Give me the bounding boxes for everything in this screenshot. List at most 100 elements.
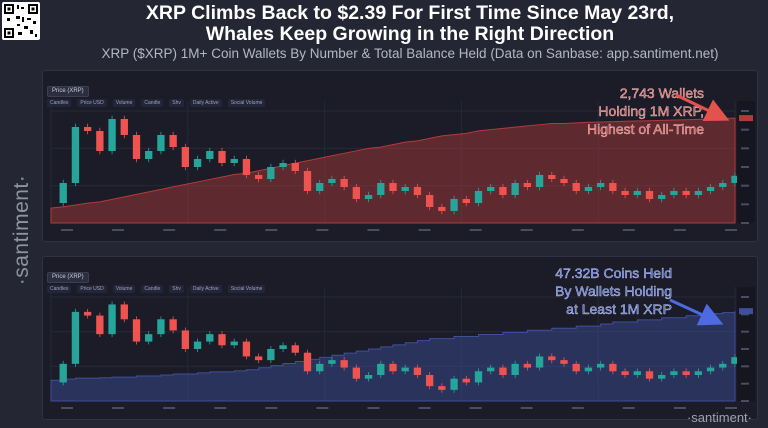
x-axis-tick [367, 229, 380, 231]
x-axis-tick [112, 407, 125, 409]
toolbar-item[interactable]: Candles [47, 285, 72, 293]
candle-body [328, 360, 336, 364]
candle-body [254, 175, 263, 179]
candle-body [719, 183, 727, 187]
candle-body [279, 163, 287, 167]
price-selector[interactable]: Price (XRP) [47, 86, 89, 97]
candle-body [389, 183, 397, 191]
candle-body [425, 195, 434, 207]
santiment-bottom-watermark: ·santiment· [686, 410, 752, 425]
annotation-line: Highest of All-Time [587, 121, 704, 137]
candle-body [401, 187, 409, 191]
coin-balance-chart [50, 287, 755, 409]
x-axis-tick [622, 407, 635, 409]
candle-body [511, 183, 519, 195]
toolbar-item[interactable]: Shv [169, 99, 184, 107]
wallet-count-chart [50, 101, 755, 231]
toolbar-item[interactable]: Candle [141, 99, 164, 107]
toolbar-item[interactable]: Volume [112, 99, 136, 107]
candle-body [633, 371, 641, 375]
candle-body [706, 367, 715, 372]
candle-body [242, 341, 251, 357]
toolbar-item[interactable]: Shv [169, 285, 184, 293]
candle-body [584, 187, 593, 191]
headline-line-2: Whales Keep Growing in the Right Directi… [205, 23, 615, 45]
annotation-line: 47.32B Coins Held [555, 265, 672, 281]
toolbar-item[interactable]: Social Volume [227, 285, 266, 293]
candle-body [548, 175, 556, 179]
toolbar-item[interactable]: Daily Active [189, 99, 222, 107]
candle-body [71, 127, 80, 183]
candle-body [560, 360, 568, 364]
toolbar-item[interactable]: Candle [141, 285, 164, 293]
annotation-line: By Wallets Holding [555, 283, 672, 299]
candle-body [694, 191, 703, 195]
candle-body [450, 378, 458, 390]
candle-body [572, 183, 580, 191]
annotation-line: at Least 1M XRP [566, 301, 672, 317]
candle-body [193, 341, 202, 349]
candle-body [645, 371, 654, 379]
candle-body [474, 371, 483, 383]
coin-balance-annotation: 47.32B Coins Held By Wallets Holding at … [555, 264, 672, 318]
santiment-side-watermark: ·santiment· [10, 174, 33, 286]
candle-body [609, 183, 617, 191]
y-axis-tick [741, 313, 749, 316]
candle-body [206, 151, 214, 159]
candle-body [96, 315, 104, 335]
candle-body [523, 363, 532, 368]
candle-body [169, 135, 177, 147]
candle-body [267, 349, 275, 361]
x-axis-tick [265, 407, 278, 409]
candle-body [181, 330, 190, 349]
toolbar-item[interactable]: Candles [47, 99, 72, 107]
x-axis-tick [622, 229, 635, 231]
candle-body [83, 127, 92, 131]
x-axis-tick [265, 229, 278, 231]
toolbar-item[interactable]: Volume [112, 285, 136, 293]
toolbar-item[interactable]: Social Volume [227, 99, 266, 107]
candle-body [352, 367, 361, 379]
toolbar-item[interactable]: Daily Active [189, 285, 222, 293]
wallet-count-annotation: 2,743 Wallets Holding 1M XRP, Highest of… [587, 84, 704, 138]
candle-body [621, 371, 629, 375]
y-axis-tick [741, 348, 749, 350]
y-axis-tick [741, 128, 749, 131]
candle-body [218, 151, 226, 163]
candle-body [254, 356, 263, 361]
toolbar-item[interactable]: Price USD [77, 285, 107, 293]
candle-body [438, 386, 446, 390]
candle-body [206, 334, 214, 342]
price-selector[interactable]: Price (XRP) [47, 272, 89, 283]
candle-body [132, 319, 141, 342]
candle-body [658, 375, 666, 379]
toolbar-item[interactable]: Price USD [77, 99, 107, 107]
candle-body [499, 367, 507, 375]
x-axis-tick [367, 407, 380, 409]
y-axis-tick [741, 110, 749, 112]
candle-body [59, 183, 67, 203]
candle-body [340, 179, 348, 187]
y-axis-tick [741, 330, 749, 333]
candle-body [303, 171, 312, 191]
y-axis-tick [741, 147, 749, 150]
candle-body [71, 311, 80, 364]
annotation-line: Holding 1M XRP, [598, 103, 704, 119]
candle-body [291, 163, 299, 171]
candle-body [328, 179, 336, 183]
y-axis-tick [741, 166, 749, 168]
x-axis-tick [163, 407, 176, 409]
candle-body [279, 345, 287, 349]
candle-body [462, 199, 470, 203]
candle-body [731, 175, 739, 183]
x-axis-tick [571, 229, 584, 231]
candle-body [108, 304, 116, 335]
candle-body [96, 131, 104, 151]
chart-subtitle: XRP ($XRP) 1M+ Coin Wallets By Number & … [101, 46, 719, 61]
candle-body [120, 119, 128, 135]
candle-body [157, 319, 165, 335]
candle-body [108, 119, 116, 151]
candle-body [303, 352, 312, 372]
candle-body [596, 363, 605, 368]
x-axis-tick [673, 407, 686, 409]
